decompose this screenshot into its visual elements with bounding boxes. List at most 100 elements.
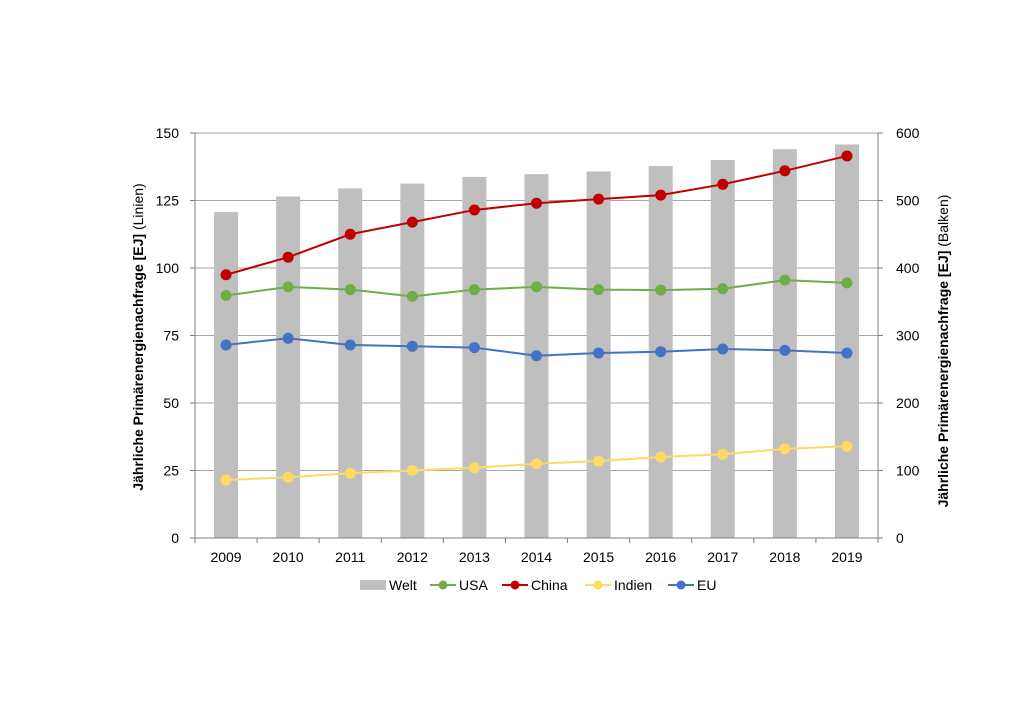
line-series-china (220, 150, 853, 281)
right-tick-label: 200 (896, 395, 920, 411)
point-eu-2013 (468, 342, 480, 354)
x-tick-label: 2009 (210, 549, 241, 565)
point-eu-2019 (841, 347, 853, 359)
point-eu-2016 (655, 346, 667, 358)
point-china-2011 (344, 228, 356, 240)
right-tick-label: 300 (896, 328, 920, 344)
legend: Welt USA China Indien EU (360, 577, 716, 593)
bar-welt-2013 (462, 176, 487, 538)
point-eu-2017 (717, 343, 729, 355)
point-eu-2012 (406, 340, 418, 352)
point-eu-2018 (779, 344, 791, 356)
point-eu-2009 (220, 339, 232, 351)
right-axis-title: Jährliche Primärenergienachfrage [EJ] (B… (935, 195, 951, 508)
x-tick-label: 2018 (769, 549, 800, 565)
point-indien-2013 (468, 462, 480, 474)
point-indien-2017 (717, 448, 729, 460)
left-tick-label: 75 (163, 328, 179, 344)
point-china-2017 (717, 178, 729, 190)
point-indien-2015 (593, 455, 605, 467)
legend-marker-usa (438, 580, 448, 590)
point-eu-2010 (282, 332, 294, 344)
point-usa-2019 (841, 277, 853, 289)
left-tick-label: 125 (156, 193, 180, 209)
legend-swatch-welt (360, 580, 386, 590)
left-tick-label: 150 (156, 125, 180, 141)
line-series-group (220, 150, 853, 486)
legend-item-usa: USA (430, 577, 488, 593)
x-tick-label: 2016 (645, 549, 676, 565)
axes (190, 132, 883, 543)
point-china-2015 (593, 193, 605, 205)
point-usa-2017 (717, 283, 729, 295)
left-tick-label: 0 (171, 530, 179, 546)
point-eu-2011 (344, 339, 356, 351)
bar-welt-2009 (214, 211, 239, 538)
point-eu-2015 (593, 347, 605, 359)
right-tick-label: 100 (896, 463, 920, 479)
point-usa-2010 (282, 281, 294, 293)
x-tick-label: 2019 (831, 549, 862, 565)
legend-item-china: China (502, 577, 568, 593)
point-china-2016 (655, 189, 667, 201)
left-tick-label: 100 (156, 260, 180, 276)
point-indien-2010 (282, 471, 294, 483)
point-indien-2016 (655, 451, 667, 463)
bar-welt-2011 (338, 188, 363, 538)
point-indien-2019 (841, 440, 853, 452)
legend-label-indien: Indien (614, 577, 652, 593)
point-indien-2018 (779, 443, 791, 455)
right-tick-label: 0 (896, 530, 904, 546)
right-tick-label: 600 (896, 125, 920, 141)
point-china-2009 (220, 269, 232, 281)
point-usa-2013 (468, 284, 480, 296)
bar-welt-2019 (834, 144, 859, 538)
x-tick-label: 2013 (459, 549, 490, 565)
line-series-eu (220, 332, 853, 362)
bar-welt-2018 (772, 149, 797, 538)
point-usa-2016 (655, 284, 667, 296)
x-tick-label: 2012 (397, 549, 428, 565)
point-china-2012 (406, 216, 418, 228)
x-tick-label: 2014 (521, 549, 552, 565)
point-china-2010 (282, 251, 294, 263)
legend-marker-china (510, 580, 520, 590)
point-indien-2009 (220, 474, 232, 486)
x-tick-label: 2010 (273, 549, 304, 565)
point-china-2014 (531, 197, 542, 209)
point-usa-2012 (406, 290, 418, 302)
left-tick-label: 50 (163, 395, 179, 411)
left-axis-title: Jährliche Primärenergienachfrage [EJ] (L… (130, 183, 146, 490)
point-usa-2014 (531, 281, 542, 293)
point-indien-2012 (406, 465, 418, 476)
legend-label-eu: EU (697, 577, 716, 593)
x-tick-label: 2011 (335, 549, 365, 565)
x-tick-label: 2017 (707, 549, 738, 565)
point-usa-2009 (220, 290, 232, 302)
point-china-2019 (841, 150, 853, 162)
line-series-usa (220, 274, 853, 302)
point-indien-2014 (531, 458, 542, 470)
point-usa-2015 (593, 284, 605, 296)
legend-item-eu: EU (668, 577, 716, 593)
point-indien-2011 (344, 467, 356, 479)
bar-welt-2010 (276, 196, 301, 538)
bar-welt-2012 (400, 183, 425, 538)
legend-label-welt: Welt (389, 577, 417, 593)
point-usa-2018 (779, 274, 791, 286)
point-usa-2011 (344, 284, 356, 296)
legend-marker-indien (593, 580, 603, 590)
right-tick-label: 500 (896, 193, 920, 209)
legend-item-indien: Indien (585, 577, 652, 593)
point-china-2018 (779, 165, 791, 177)
point-eu-2014 (531, 350, 542, 362)
x-tick-label: 2015 (583, 549, 614, 565)
legend-item-welt: Welt (360, 577, 417, 593)
legend-marker-eu (676, 580, 686, 590)
point-china-2013 (468, 204, 480, 216)
right-tick-label: 400 (896, 260, 920, 276)
tick-labels: 0 25 50 75 100 125 150 0 100 200 300 400 500 600 2009 2… (156, 125, 920, 565)
left-tick-label: 25 (163, 463, 179, 479)
legend-label-china: China (531, 577, 568, 593)
